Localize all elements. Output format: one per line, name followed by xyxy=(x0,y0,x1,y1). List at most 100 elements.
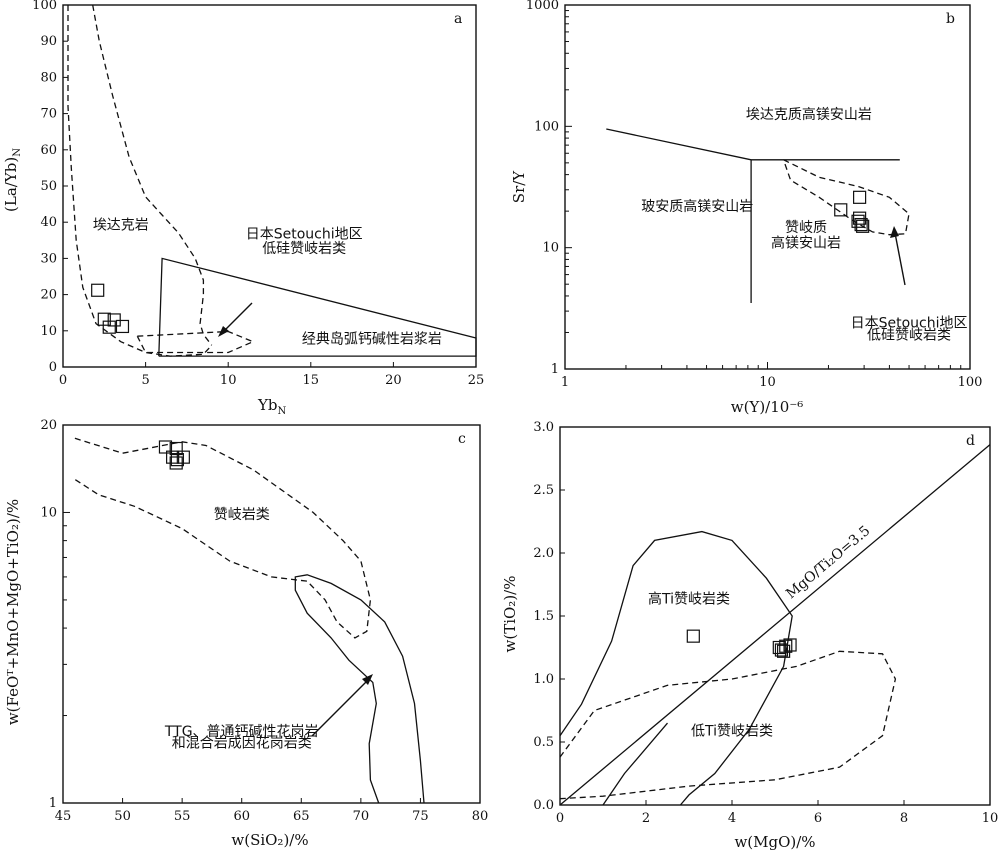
panel-b-ytick-label-0: 1 xyxy=(551,362,559,377)
panel-c-ytick-label-0: 1 xyxy=(49,796,57,811)
panel-c-arrow xyxy=(311,679,369,737)
panel-a-xtick-label-4: 20 xyxy=(385,373,402,388)
panel-c-yticks: 1 10 20 xyxy=(40,418,70,811)
panel-a-xtick-label-5: 25 xyxy=(468,373,485,388)
panel-a-point-0 xyxy=(91,283,105,297)
panel-a-ytick-label-1: 10 xyxy=(40,324,57,339)
panel-a-xlabel: YbN xyxy=(257,396,287,417)
panel-a-ytick-label-3: 30 xyxy=(40,251,57,266)
panel-c-field-ttg-solid xyxy=(294,574,425,804)
panel-d-xtick-label-5: 10 xyxy=(982,811,999,826)
panel-d-ytick-label-4: 2.0 xyxy=(533,546,554,561)
panel-b-xtick-label-0: 1 xyxy=(561,375,569,390)
panel-b-letter: b xyxy=(946,11,955,27)
panel-d-frame xyxy=(559,426,991,806)
panel-c-ytick-label-2: 20 xyxy=(40,418,57,433)
panel-b-ytick-label-2: 100 xyxy=(534,119,559,134)
panel-b-arrow xyxy=(894,232,906,286)
panel-c-ytick-label-1: 10 xyxy=(40,505,57,520)
panel-a-frame xyxy=(62,4,477,368)
panel-d-xtick-label-3: 6 xyxy=(814,811,822,826)
panel-b-field-label-5: 低硅赞岐岩类 xyxy=(867,328,951,344)
panel-b-field-label-3: 高镁安山岩 xyxy=(771,235,841,252)
panel-d-field-label-0: 高Ti赞岐岩类 xyxy=(648,590,730,607)
panel-c-field-label-1: TTG、普通钙碱性花岗岩 xyxy=(164,724,319,740)
panel-d-letter: d xyxy=(966,433,975,449)
panel-b-fields xyxy=(606,128,910,303)
panel-b-ytick-label-1: 10 xyxy=(542,241,559,256)
panel-a-field-label-3: 经典岛弧钙碱性岩浆岩 xyxy=(302,331,442,347)
panel-c-xlabel: w(SiO₂)/% xyxy=(231,831,308,849)
panel-d-xtick-label-4: 8 xyxy=(900,811,908,826)
panel-a-field-adakite-boundary-dashed-2 xyxy=(92,4,213,346)
panel-a-field-label-2: 低硅赞岐岩类 xyxy=(262,241,346,257)
panel-c-xtick-label-1: 50 xyxy=(114,809,131,824)
panel-a-xtick-label-3: 15 xyxy=(303,373,320,388)
panel-b-frame xyxy=(564,4,971,370)
panel-a-point-3 xyxy=(115,319,130,334)
panel-d-field-label-2: MgO/Ti₂O=3.5 xyxy=(783,523,873,602)
panel-a-ytick-label-4: 40 xyxy=(40,215,57,230)
panel-d-xticks: 0 2 4 6 8 10 xyxy=(556,800,998,826)
panel-c: c 45 50 55 60 65 70 75 80 1 10 20 赞岐岩类 TTG、普通钙碱性花岗… xyxy=(4,418,488,849)
panel-d-xtick-label-2: 4 xyxy=(728,811,736,826)
panel-a-arrow xyxy=(221,302,253,334)
panel-a-xtick-label-1: 5 xyxy=(141,373,149,388)
panel-b-xlabel: w(Y)/10⁻⁶ xyxy=(731,398,804,416)
panel-c-point-1 xyxy=(169,441,183,456)
panel-a-ytick-label-6: 60 xyxy=(40,143,57,158)
panel-a-arrowhead xyxy=(218,326,229,337)
panel-d-xtick-label-1: 2 xyxy=(642,811,650,826)
panel-a-ytick-label-9: 90 xyxy=(40,34,57,49)
panel-b-xtick-label-1: 10 xyxy=(759,375,776,390)
panel-c-xtick-label-6: 75 xyxy=(412,809,429,824)
panel-d-field-high-ti-inner-solid xyxy=(602,722,668,806)
panel-b-point-2 xyxy=(851,214,865,228)
panel-b-field-labels: 埃达克质高镁安山岩玻安质高镁安山岩赞岐质高镁安山岩日本Setouchi地区低硅赞… xyxy=(641,106,967,344)
panel-b-point-4 xyxy=(853,211,867,225)
panel-a-field-setouchi-field-dashed xyxy=(136,330,255,354)
panel-d-xtick-label-0: 0 xyxy=(556,811,564,826)
panel-a-fields xyxy=(67,4,477,357)
panel-a-field-label-1: 日本Setouchi地区 xyxy=(246,226,363,242)
panel-b: b 1 10 100 1 10 100 1000 埃达克质高镁安山岩玻安质高镁安山岩赞岐质… xyxy=(510,0,982,416)
panel-b-yticks: 1 10 100 1000 xyxy=(526,0,572,377)
panel-c-frame xyxy=(62,424,481,804)
panel-a-ylabel: (La/Yb)N xyxy=(2,148,23,212)
panel-d-point-2 xyxy=(774,643,789,657)
panel-c-letter: c xyxy=(458,431,466,447)
panel-b-point-5 xyxy=(856,219,870,233)
panel-c-xtick-label-5: 70 xyxy=(353,809,370,824)
panel-a-ytick-label-2: 20 xyxy=(40,288,57,303)
panel-b-point-0 xyxy=(853,190,867,204)
panel-d-points xyxy=(686,629,797,658)
panel-a: a 0 5 10 15 20 25 0 10 20 30 40 50 60 70 80 90 100 埃达克岩… xyxy=(2,0,484,417)
panel-a-yticks: 0 10 20 30 40 50 60 70 80 90 100 xyxy=(32,0,68,375)
panel-d-field-high-ti-solid xyxy=(559,530,793,806)
panel-b-points xyxy=(834,190,870,233)
panel-a-ytick-label-8: 80 xyxy=(40,70,57,85)
panel-b-point-1 xyxy=(834,203,848,217)
panel-a-ytick-label-10: 100 xyxy=(32,0,57,13)
panel-a-point-4 xyxy=(102,320,116,334)
panel-d-point-3 xyxy=(779,639,793,653)
panel-c-xtick-label-0: 45 xyxy=(55,809,72,824)
panel-d-fields xyxy=(559,444,991,806)
panel-d-ytick-label-5: 2.5 xyxy=(533,483,554,498)
panel-a-ytick-label-5: 50 xyxy=(40,179,57,194)
panel-d-field-label-1: 低Ti赞岐岩类 xyxy=(691,724,773,740)
panel-b-field-label-2: 赞岐质 xyxy=(785,220,827,236)
panel-d-reference-line xyxy=(559,444,991,806)
panel-d-point-0 xyxy=(686,629,700,643)
panel-c-field-label-2: 和混合岩成因花岗岩类 xyxy=(172,736,312,752)
panel-d-ytick-label-0: 0.0 xyxy=(533,798,554,813)
panel-b-xtick-label-2: 100 xyxy=(958,375,983,390)
panel-d-ytick-label-2: 1.0 xyxy=(533,672,554,687)
panel-a-letter: a xyxy=(454,11,462,27)
panel-a-point-1 xyxy=(97,312,111,326)
panel-a-xtick-label-2: 10 xyxy=(220,373,237,388)
panel-b-xticks: 1 10 100 xyxy=(561,362,983,390)
panel-d-ytick-label-3: 1.5 xyxy=(533,609,554,624)
